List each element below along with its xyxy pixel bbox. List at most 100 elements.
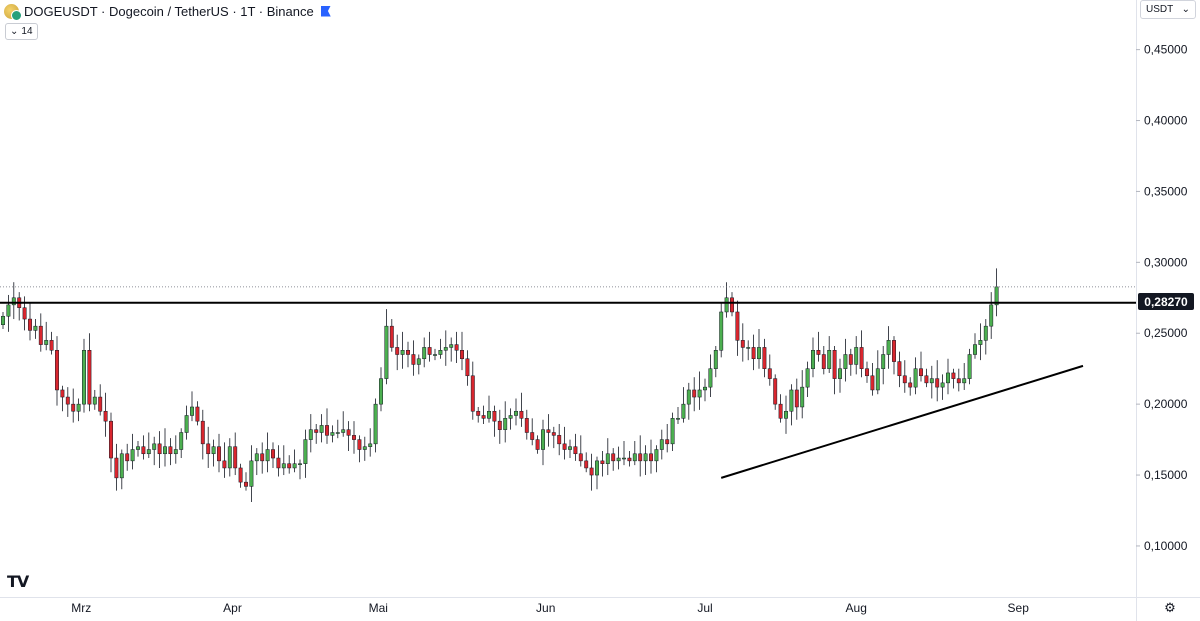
y-tick-label: 0,35000 [1144, 184, 1188, 198]
candle-down [60, 389, 65, 398]
candle-down [395, 347, 400, 355]
candle-down [217, 446, 221, 462]
candle-up [789, 389, 794, 412]
x-tick-label: Mrz [71, 601, 91, 615]
tradingview-logo[interactable]: TV [7, 572, 29, 591]
candle-up [44, 340, 49, 345]
candle-down [870, 375, 875, 391]
candle-up [438, 350, 443, 355]
candle-up [713, 350, 718, 369]
candle-down [530, 432, 535, 440]
candle-up [373, 403, 378, 445]
x-tick-label: Jul [697, 601, 712, 615]
candle-up [422, 347, 427, 360]
candle-up [130, 449, 135, 462]
chevron-down-icon[interactable]: ⌄ [10, 26, 19, 37]
candle-up [400, 350, 405, 355]
candle-down [649, 453, 653, 462]
candle-down [314, 429, 319, 433]
currency-selector[interactable]: USDT ⌄ [1140, 0, 1196, 19]
candle-down [892, 340, 896, 362]
candle-up [886, 340, 891, 355]
candle-down [357, 439, 362, 450]
dogecoin-icon [4, 3, 22, 21]
candle-down [535, 439, 540, 450]
candle-up [335, 432, 340, 434]
candle-down [908, 382, 913, 388]
candle-up [670, 418, 675, 445]
candle-up [308, 429, 313, 440]
candle-up [6, 304, 11, 317]
candle-up [929, 378, 934, 384]
gear-icon[interactable]: ⚙ [1164, 600, 1176, 615]
candle-up [281, 463, 286, 469]
candle-down [195, 406, 200, 422]
indicator-legend[interactable]: ⌄ 14 [5, 23, 38, 40]
candle-down [276, 457, 281, 469]
y-tick-label: 0,40000 [1144, 114, 1188, 128]
candle-up [163, 446, 167, 455]
candle-up [605, 453, 610, 464]
candle-up [92, 396, 97, 405]
candle-up [249, 460, 254, 487]
candle-down [233, 446, 238, 469]
candle-down [767, 368, 772, 379]
candle-up [616, 457, 621, 462]
candle-down [865, 368, 869, 377]
candle-up [265, 449, 270, 462]
candle-up [632, 453, 637, 462]
candle-up [946, 372, 950, 384]
candle-up [595, 460, 599, 476]
candle-down [665, 439, 670, 445]
candle-up [568, 446, 572, 450]
candle-up [881, 354, 886, 369]
currency-label: USDT [1146, 4, 1174, 15]
candle-down [287, 463, 292, 469]
candle-down [470, 375, 475, 412]
candle-up [330, 432, 335, 436]
candle-down [244, 481, 248, 487]
candle-down [271, 449, 275, 459]
candle-up [962, 378, 967, 384]
candle-up [622, 457, 626, 460]
candle-down [465, 358, 470, 377]
candle-up [184, 415, 189, 433]
candle-down [157, 443, 162, 455]
candle-up [805, 368, 810, 388]
candle-down [98, 396, 103, 412]
candle-down [751, 347, 756, 360]
candle-up [416, 358, 421, 365]
candle-down [794, 389, 799, 408]
candle-down [406, 350, 410, 355]
candle-up [508, 415, 513, 419]
candle-up [681, 403, 686, 419]
candle-up [746, 347, 751, 349]
candle-down [28, 318, 32, 331]
candle-down [730, 297, 734, 313]
last-price-tag: 0,28270 [1138, 293, 1194, 310]
candle-down [71, 403, 76, 412]
candle-down [141, 446, 146, 455]
candle-down [460, 350, 464, 360]
candle-down [125, 453, 130, 462]
symbol-title[interactable]: DOGEUSDT · Dogecoin / TetherUS · 1T · Bi… [24, 3, 314, 19]
candle-down [935, 378, 940, 388]
candle-up [384, 325, 389, 379]
candle-up [298, 463, 302, 465]
candlestick-series [1, 268, 999, 502]
candle-down [924, 375, 929, 384]
candle-up [757, 347, 761, 360]
candle-up [1, 315, 5, 325]
candle-down [238, 467, 243, 483]
candle-down [735, 311, 740, 341]
candle-down [114, 457, 119, 479]
candle-up [379, 378, 383, 405]
candle-up [503, 418, 508, 430]
x-tick-label: Mai [369, 601, 388, 615]
candle-down [87, 350, 92, 405]
candle-up [659, 439, 664, 450]
flag-icon[interactable] [320, 5, 331, 17]
candle-up [514, 410, 518, 416]
candle-down [762, 347, 767, 369]
